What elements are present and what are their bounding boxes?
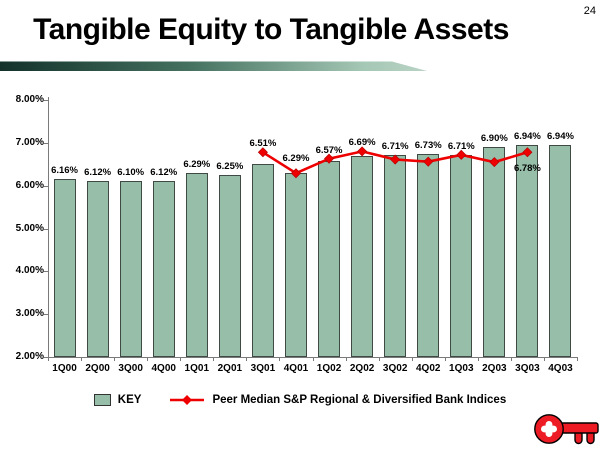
x-label-2Q01: 2Q01: [217, 363, 243, 374]
x-label-3Q01: 3Q01: [250, 363, 276, 374]
bar-1Q02: [318, 161, 341, 357]
x-label-2Q03: 2Q03: [482, 363, 507, 374]
x-label-3Q00: 3Q00: [118, 363, 143, 374]
chart-legend: KEY Peer Median S&P Regional & Diversifi…: [0, 394, 600, 406]
y-tick: [44, 228, 48, 230]
x-tick: [246, 357, 248, 361]
x-label-2Q00: 2Q00: [85, 363, 110, 374]
bar-label-3Q02: 6.71%: [381, 141, 409, 153]
x-label-2Q02: 2Q02: [349, 363, 375, 374]
bar-label-2Q02: 6.69%: [348, 137, 376, 149]
y-axis-line: [48, 97, 49, 357]
bar-3Q03: [516, 145, 539, 357]
x-tick: [147, 357, 149, 361]
x-tick: [411, 357, 413, 361]
x-tick: [345, 357, 347, 361]
legend-line-label: Peer Median S&P Regional & Diversified B…: [212, 394, 507, 406]
bar-label-3Q00: 6.10%: [117, 167, 145, 179]
y-label-2.00%: 2.00%: [15, 351, 44, 362]
page-title: Tangible Equity to Tangible Assets: [33, 13, 509, 46]
bar-2Q00: [86, 180, 109, 357]
x-label-1Q02: 1Q02: [316, 363, 342, 374]
bar-label-4Q00: 6.12%: [150, 166, 178, 178]
bar-1Q03: [450, 155, 473, 357]
x-tick: [543, 357, 545, 361]
bar-1Q01: [185, 173, 208, 357]
bar-2Q03: [483, 147, 506, 357]
x-label-3Q03: 3Q03: [515, 363, 540, 374]
x-tick: [510, 357, 512, 361]
x-label-3Q02: 3Q02: [382, 363, 408, 374]
x-tick: [577, 357, 578, 361]
bar-label-2Q00: 6.12%: [84, 166, 112, 178]
x-tick: [180, 357, 182, 361]
bar-label-4Q01: 6.29%: [282, 153, 310, 165]
bar-label-1Q00: 6.16%: [51, 164, 78, 176]
y-tick: [44, 314, 48, 316]
x-label-1Q01: 1Q01: [184, 363, 210, 374]
x-tick: [81, 357, 83, 361]
y-label-5.00%: 5.00%: [15, 222, 44, 234]
x-tick: [444, 357, 446, 361]
x-tick: [378, 357, 380, 361]
bar-2Q01: [218, 174, 241, 357]
x-tick: [48, 357, 49, 361]
legend-bar-swatch: [93, 394, 111, 406]
y-tick: [44, 185, 48, 187]
bar-label-2Q03: 6.90%: [480, 133, 508, 145]
bar-label-4Q02: 6.73%: [414, 140, 442, 152]
x-tick: [213, 357, 215, 361]
bar-2Q02: [351, 156, 374, 357]
y-tick: [44, 357, 48, 358]
y-tick: [44, 142, 48, 144]
bar-label-3Q03: 6.94%: [513, 131, 541, 143]
x-label-1Q00: 1Q00: [52, 363, 77, 374]
bar-label-3Q01: 6.51%: [249, 138, 277, 150]
key-logo: [534, 414, 599, 445]
bar-4Q01: [284, 173, 307, 357]
bar-4Q00: [152, 180, 175, 357]
y-label-7.00%: 7.00%: [15, 136, 44, 148]
x-label-4Q02: 4Q02: [415, 363, 441, 374]
bar-label-4Q03: 6.94%: [547, 131, 574, 143]
bar-label-2Q01: 6.25%: [216, 160, 244, 172]
y-label-8.00%: 8.00%: [15, 94, 44, 105]
x-tick: [114, 357, 116, 361]
y-label-4.00%: 4.00%: [15, 265, 44, 277]
bar-1Q00: [53, 178, 76, 357]
y-tick: [44, 100, 48, 101]
peer-point-label: 6.78%: [513, 163, 541, 175]
bar-4Q03: [549, 145, 572, 357]
bar-3Q02: [384, 155, 407, 357]
bar-4Q02: [417, 154, 440, 357]
y-label-3.00%: 3.00%: [15, 308, 44, 320]
x-tick: [279, 357, 281, 361]
x-label-1Q03: 1Q03: [449, 363, 474, 374]
title-accent-arrow: [0, 61, 427, 71]
y-label-6.00%: 6.00%: [15, 179, 44, 191]
bar-3Q01: [251, 163, 274, 357]
legend-bar-label: KEY: [117, 394, 142, 406]
x-label-4Q01: 4Q01: [283, 363, 309, 374]
x-label-4Q00: 4Q00: [151, 363, 176, 374]
bar-label-1Q03: 6.71%: [447, 140, 475, 152]
x-label-4Q03: 4Q03: [548, 363, 573, 374]
x-tick: [312, 357, 314, 361]
bar-label-1Q01: 6.29%: [183, 159, 211, 171]
legend-line-marker: [170, 395, 205, 405]
bar-3Q00: [119, 181, 142, 357]
x-tick: [477, 357, 479, 361]
page-number: 24: [583, 5, 596, 17]
y-tick: [44, 271, 48, 273]
